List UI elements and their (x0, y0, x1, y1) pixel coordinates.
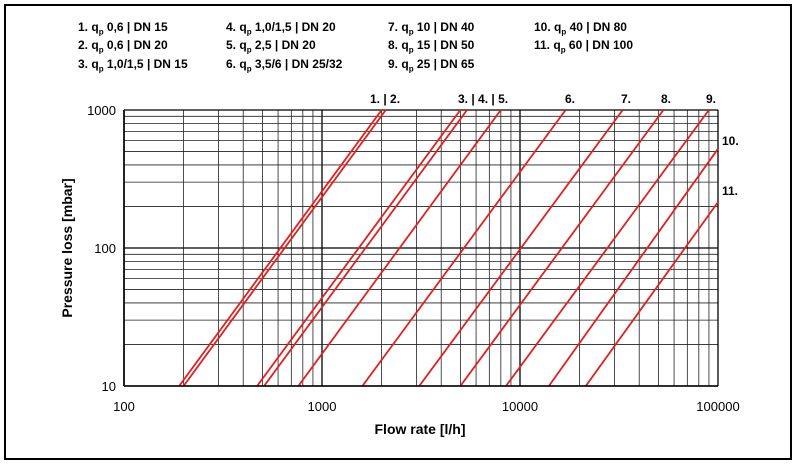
chart-grid (123, 109, 719, 387)
series-line-9 (505, 109, 710, 387)
series-label: 8. (661, 92, 671, 106)
legend-entry-subscript: p (98, 45, 104, 55)
legend-entry: 3. qp 1,0/1,5 | DN 15 (78, 57, 188, 73)
legend-entry-number: 1. (78, 20, 92, 34)
legend-entry-symbol: q (239, 38, 247, 52)
x-axis-title: Flow rate [l/h] (375, 421, 466, 437)
legend-entry-text: 2,5 | DN 20 (251, 38, 316, 52)
legend-entry-symbol: q (239, 57, 247, 71)
legend-entry-symbol: q (401, 38, 409, 52)
legend-entry-text: 15 | DN 50 (413, 38, 475, 52)
legend-entry-symbol: q (239, 20, 247, 34)
legend-entry-symbol: q (401, 20, 409, 34)
legend-entry-text: 40 | DN 80 (566, 20, 627, 34)
legend-entry-number: 6. (226, 57, 240, 71)
series-label: 1. | 2. (370, 92, 400, 106)
x-tick-label: 100 (113, 399, 135, 414)
legend-entry: 1. qp 0,6 | DN 15 (78, 20, 168, 36)
series-line-8 (459, 109, 665, 387)
y-tick-label: 1000 (87, 103, 116, 118)
series-line-4 (263, 109, 468, 387)
series-label: 11. (722, 184, 738, 198)
series-line-1 (178, 109, 383, 387)
legend-entry-text: 0,6 | DN 15 (103, 20, 168, 34)
series-label: 6. (565, 92, 575, 106)
legend-entry-symbol: q (91, 38, 99, 52)
legend-entry-number: 9. (388, 57, 402, 71)
legend-entry-number: 5. (226, 38, 240, 52)
legend-entry-text: 10 | DN 40 (413, 20, 475, 34)
legend-entry: 9. qp 25 | DN 65 (388, 57, 474, 73)
legend-entry-subscript: p (561, 27, 567, 37)
legend-entry-number: 3. (78, 57, 92, 71)
series-label: 7. (621, 92, 631, 106)
legend-entry-subscript: p (98, 64, 104, 74)
chart-series (178, 109, 719, 387)
legend-entry-number: 10. (534, 20, 555, 34)
series-line-7 (418, 109, 624, 387)
legend-entry-number: 11. (534, 38, 554, 52)
chart-frame (4, 4, 792, 460)
legend-entry-text: 3,5/6 | DN 25/32 (251, 57, 343, 71)
legend-entry-subscript: p (408, 64, 414, 74)
legend-entry-subscript: p (408, 27, 414, 37)
series-line-6 (361, 109, 567, 387)
legend-entry: 8. qp 15 | DN 50 (388, 38, 474, 54)
legend-entry-subscript: p (246, 45, 252, 55)
legend-entry-subscript: p (246, 27, 252, 37)
legend-entry-text: 60 | DN 100 (565, 38, 633, 52)
x-tick-label: 1000 (308, 399, 337, 414)
series-line-5 (297, 109, 502, 387)
legend-entry-symbol: q (401, 57, 409, 71)
legend-entry-subscript: p (246, 64, 252, 74)
legend-entry: 5. qp 2,5 | DN 20 (226, 38, 316, 54)
series-line-2 (182, 109, 387, 387)
x-tick-label: 100000 (696, 399, 739, 414)
legend-entry-subscript: p (98, 27, 104, 37)
series-label: 9. (706, 92, 716, 106)
series-line-3 (256, 109, 462, 387)
legend-entry: 11. qp 60 | DN 100 (534, 38, 633, 54)
legend-entry-number: 4. (226, 20, 240, 34)
series-line-10 (548, 148, 719, 387)
x-tick-label: 10000 (502, 399, 538, 414)
legend-entry-subscript: p (408, 45, 414, 55)
legend-entry-number: 7. (388, 20, 402, 34)
legend-entry-symbol: q (554, 20, 562, 34)
legend-entry: 7. qp 10 | DN 40 (388, 20, 474, 36)
legend-entry: 10. qp 40 | DN 80 (534, 20, 627, 36)
y-tick-label: 10 (102, 379, 116, 394)
legend-entry-subscript: p (560, 45, 566, 55)
chart-axes: 100 1000 10000 100000 10 100 1000 (87, 103, 740, 414)
chart-labels: 1. | 2. 3. | 4. | 5. 6. 7. 8. 9. 10. 11. (370, 92, 739, 198)
series-label: 3. | 4. | 5. (458, 92, 508, 106)
y-tick-label: 100 (94, 241, 116, 256)
legend-entry-symbol: q (553, 38, 561, 52)
legend-entry-text: 1,0/1,5 | DN 15 (103, 57, 188, 71)
legend-entry-text: 25 | DN 65 (413, 57, 475, 71)
legend-entry-text: 1,0/1,5 | DN 20 (251, 20, 336, 34)
series-line-11 (585, 201, 719, 387)
legend-entry-number: 8. (388, 38, 402, 52)
legend-entry-symbol: q (91, 57, 99, 71)
y-axis-title: Pressure loss [mbar] (59, 178, 75, 317)
legend-entry-number: 2. (78, 38, 92, 52)
legend-entry: 4. qp 1,0/1,5 | DN 20 (226, 20, 336, 36)
legend-entry-symbol: q (91, 20, 99, 34)
legend-entry: 6. qp 3,5/6 | DN 25/32 (226, 57, 342, 73)
legend-entry-text: 0,6 | DN 20 (103, 38, 168, 52)
legend-entry: 2. qp 0,6 | DN 20 (78, 38, 168, 54)
series-label: 10. (722, 134, 739, 148)
